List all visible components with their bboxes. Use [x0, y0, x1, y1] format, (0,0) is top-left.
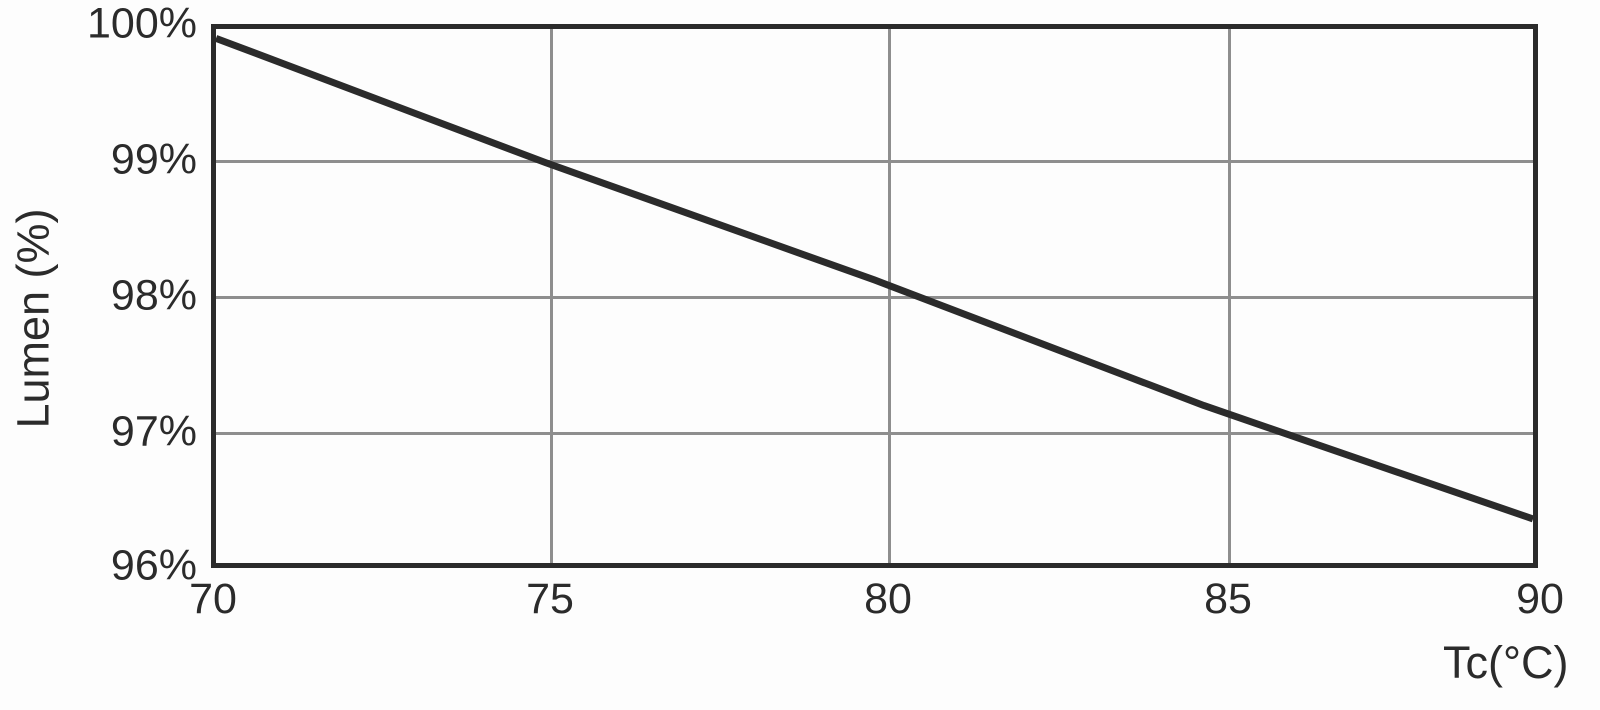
gridline-vertical-75	[550, 29, 553, 563]
y-tick-label-98: 98%	[110, 271, 197, 320]
plot-area	[211, 24, 1538, 568]
gridline-horizontal-98	[216, 296, 1533, 299]
gridline-vertical-80	[888, 29, 891, 563]
gridline-horizontal-99	[216, 160, 1533, 163]
x-tick-label-85: 85	[1204, 575, 1252, 623]
x-tick-label-75: 75	[526, 575, 574, 623]
x-axis-title: Tc(°C)	[1443, 637, 1569, 688]
y-tick-label-96: 96%	[110, 541, 197, 590]
gridline-horizontal-97	[216, 432, 1533, 435]
x-tick-label-80: 80	[864, 575, 912, 623]
x-tick-label-90: 90	[1516, 575, 1564, 623]
plot-inner	[216, 29, 1533, 563]
x-tick-label-70: 70	[189, 575, 237, 623]
gridline-vertical-85	[1228, 29, 1231, 563]
y-tick-label-97: 97%	[110, 407, 197, 456]
y-tick-label-99: 99%	[110, 135, 197, 184]
data-series-line	[216, 35, 1533, 523]
y-tick-label-100: 100%	[87, 0, 197, 48]
